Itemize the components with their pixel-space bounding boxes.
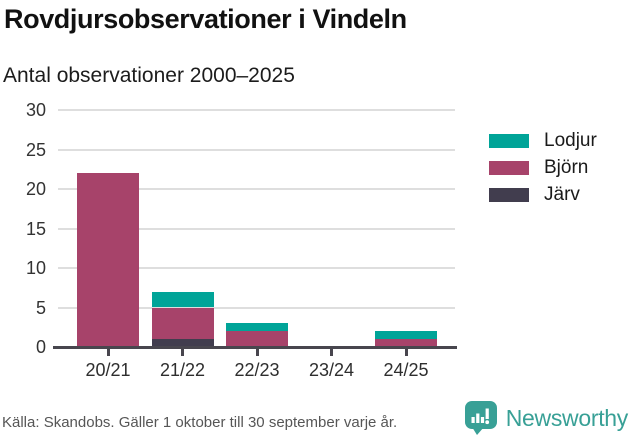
y-axis-tick-label: 10 — [25, 258, 46, 278]
x-axis-tick-label: 20/21 — [85, 360, 131, 380]
chart-footer: Källa: Skandobs. Gäller 1 oktober till 3… — [0, 399, 631, 439]
legend-label: Björn — [544, 157, 589, 178]
x-axis-line — [53, 346, 457, 349]
x-axis-tick-label: 22/23 — [234, 360, 280, 380]
y-gridline — [58, 148, 455, 151]
y-axis-tick-label: 5 — [35, 297, 46, 318]
x-axis-tick — [330, 348, 333, 356]
x-axis-tick — [255, 348, 259, 356]
bar-segment-bjrn — [226, 331, 288, 347]
page-title: Rovdjursobservationer i Vindeln — [4, 4, 407, 34]
bar-segment-bjrn — [375, 339, 437, 347]
x-axis-tick-label: 23/24 — [308, 360, 355, 380]
newsworthy-logo: Newsworthy — [464, 400, 628, 436]
bar-chart-plot: 0 5 10 15 20 25 30 20/21 21/22 22/23 23/24 24/25 — [0, 100, 470, 385]
legend-item-bjrn: Björn — [489, 158, 597, 178]
x-axis-tick-label: 24/25 — [383, 360, 429, 380]
source-note: Källa: Skandobs. Gäller 1 oktober till 3… — [2, 414, 398, 431]
y-gridline — [58, 227, 455, 230]
chart-subtitle: Antal observationer 2000–2025 — [3, 64, 295, 87]
y-gridline — [58, 267, 455, 269]
x-axis-tick-label: 21/22 — [159, 360, 206, 380]
newsworthy-wordmark: Newsworthy — [505, 404, 629, 431]
newsworthy-logo-icon — [464, 400, 498, 436]
bar-segment-lodjur — [375, 331, 437, 340]
y-gridline — [58, 109, 455, 111]
chart-legend: Lodjur Björn Järv — [489, 131, 597, 205]
legend-item-jrv: Järv — [489, 185, 597, 205]
y-axis-tick-label: 0 — [35, 337, 46, 357]
bar-segment-lodjur — [226, 323, 288, 332]
y-axis-tick-label: 20 — [25, 179, 46, 199]
legend-item-lodjur: Lodjur — [489, 131, 597, 151]
bar-segment-jrv — [151, 339, 214, 347]
y-axis-tick-label: 30 — [25, 100, 46, 120]
legend-label: Lodjur — [544, 130, 597, 151]
y-gridline — [58, 306, 455, 309]
y-axis-tick-label: 15 — [25, 218, 46, 239]
legend-label: Järv — [544, 184, 580, 205]
y-axis-tick-label: 25 — [25, 139, 46, 160]
bar-segment-lodjur — [151, 291, 214, 308]
legend-swatch — [489, 188, 529, 202]
x-axis-tick — [404, 348, 408, 356]
bar-segment-bjrn — [77, 173, 139, 347]
x-axis-tick — [181, 348, 184, 356]
y-gridline — [58, 188, 455, 190]
bar-segment-bjrn — [151, 307, 214, 340]
legend-swatch — [489, 134, 529, 148]
legend-swatch — [489, 161, 529, 175]
x-axis-tick — [106, 348, 110, 356]
